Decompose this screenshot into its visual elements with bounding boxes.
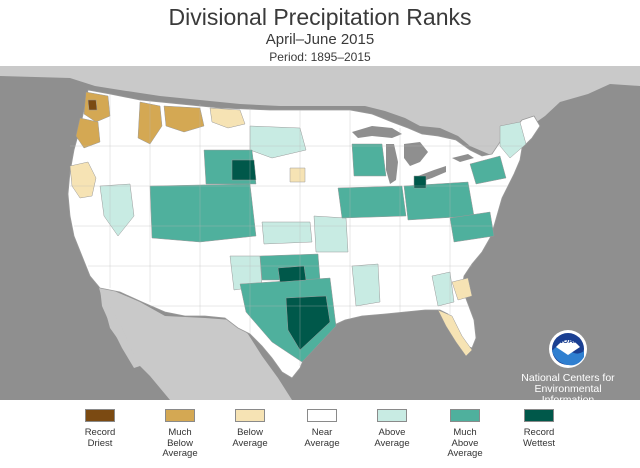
map-canvas: [0, 66, 640, 400]
legend-label: Above Average: [374, 427, 410, 449]
legend-item-much-above-average: Much Above Average: [420, 409, 510, 460]
record-driest-regions: [87, 99, 98, 111]
lake-superior: [352, 126, 402, 138]
division-boundaries: [70, 94, 522, 366]
region-ohio: [413, 175, 427, 189]
region-mississippi: [351, 263, 381, 307]
region-southeast-coast: [431, 271, 455, 307]
precipitation-map: NOAA National Centers for Environmental …: [0, 66, 640, 418]
map-title: Divisional Precipitation Ranks: [168, 4, 472, 30]
legend-swatch: [235, 409, 265, 422]
legend-item-record-driest: Record Driest: [55, 409, 145, 449]
mexico-land: [98, 284, 292, 400]
map-subtitle: April–June 2015: [265, 31, 375, 48]
legend-item-near-average: Near Average: [277, 409, 367, 449]
legend-swatch: [377, 409, 407, 422]
legend-swatch: [307, 409, 337, 422]
issue-date: Mon Jul 6 2015: [533, 407, 603, 418]
noaa-branding: NOAA National Centers for Environmental …: [512, 329, 624, 419]
legend-item-record-wettest: Record Wettest: [494, 409, 584, 449]
region-washington-coast: [87, 99, 98, 111]
region-wisconsin: [351, 143, 387, 177]
region-virginia: [449, 211, 495, 243]
region-iowa-illinois: [337, 185, 407, 219]
agency-line-1: National Centers for: [521, 372, 615, 384]
legend-label: Record Wettest: [522, 427, 556, 449]
region-utah-colorado: [149, 183, 257, 243]
lake-michigan: [386, 144, 398, 184]
legend-item-above-average: Above Average: [347, 409, 437, 449]
map-legend: Record Driest Much Below Average Below Avera…: [0, 400, 640, 468]
region-wyoming-east: [231, 159, 257, 181]
region-florida: [437, 309, 473, 357]
agency-line-3: Information: [541, 394, 595, 406]
legend-item-below-average: Below Average: [205, 409, 295, 449]
legend-label: Much Above Average: [447, 427, 483, 459]
region-nebraska: [289, 167, 306, 183]
legend-swatch: [85, 409, 115, 422]
legend-item-much-below-average: Much Below Average: [135, 409, 225, 460]
lake-ontario: [452, 154, 474, 162]
region-new-york: [469, 155, 507, 185]
region-montana-west: [163, 105, 205, 133]
canada-land: [0, 66, 640, 158]
agency-line-2: Environmental: [534, 383, 602, 395]
lake-huron: [404, 142, 428, 166]
legend-swatch: [165, 409, 195, 422]
baja-peninsula: [100, 288, 140, 368]
map-header: Divisional Precipitation Ranks April–Jun…: [0, 0, 640, 66]
region-oregon-cascades: [75, 117, 101, 149]
record-wettest-regions: [231, 159, 427, 351]
legend-swatch: [524, 409, 554, 422]
svg-text:NOAA: NOAA: [558, 338, 579, 345]
region-montana-east: [209, 107, 246, 129]
much-below-average-regions: [75, 91, 205, 149]
region-oklahoma-central: [277, 265, 307, 283]
region-texas-central: [285, 295, 331, 351]
legend-label: Below Average: [232, 427, 268, 449]
legend-label: Much Below Average: [162, 427, 198, 459]
region-washington-west: [83, 91, 111, 123]
period-label: Period: 1895–2015: [269, 50, 371, 64]
above-average-regions: [99, 121, 527, 307]
region-kansas: [261, 221, 313, 245]
noaa-logo: NOAA: [549, 330, 587, 368]
legend-swatch: [450, 409, 480, 422]
region-missouri: [313, 215, 349, 253]
legend-label: Near Average: [304, 427, 340, 449]
region-new-england: [499, 121, 527, 159]
region-south-carolina: [451, 277, 473, 301]
legend-label: Record Driest: [84, 427, 116, 449]
